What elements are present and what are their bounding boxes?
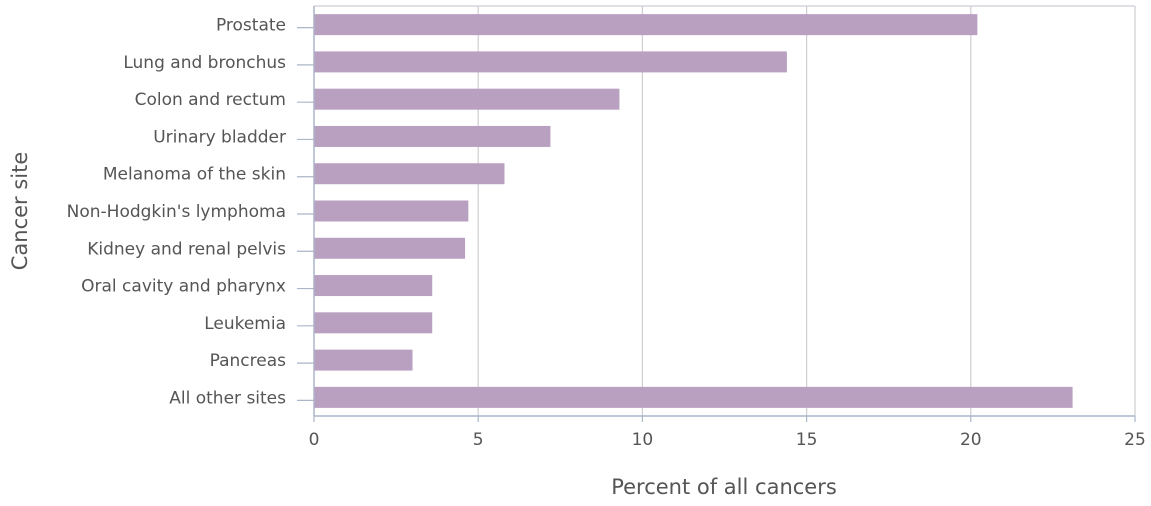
x-axis-title: Percent of all cancers (611, 475, 837, 499)
bars (314, 14, 1073, 408)
bar (314, 275, 433, 297)
category-label: Non-Hodgkin's lymphoma (67, 202, 286, 222)
x-tick-label: 0 (309, 430, 320, 450)
category-label: Urinary bladder (153, 127, 286, 147)
x-tick-label: 5 (473, 430, 484, 450)
category-labels: Prostate Lung and bronchus Colon and rectu… (67, 16, 287, 409)
category-label: Prostate (216, 16, 286, 36)
axes (297, 6, 1136, 422)
category-label: All other sites (169, 388, 286, 408)
bar (314, 125, 551, 147)
grid-lines (313, 5, 1136, 416)
bar (314, 312, 433, 334)
x-tick-label: 10 (632, 430, 654, 450)
bar (314, 163, 505, 185)
bar (314, 386, 1073, 408)
bar (314, 200, 469, 222)
y-axis-title: Cancer site (8, 152, 32, 271)
bar (314, 88, 620, 110)
bar (314, 237, 466, 259)
category-label: Leukemia (204, 314, 286, 334)
x-tick-label: 25 (1124, 430, 1146, 450)
x-tick-labels: 0 5 10 15 20 25 (309, 430, 1146, 450)
bar (314, 349, 413, 371)
category-label: Colon and rectum (135, 90, 286, 110)
category-label: Oral cavity and pharynx (81, 277, 286, 297)
category-label: Melanoma of the skin (103, 165, 286, 185)
bar (314, 14, 978, 36)
x-tick-label: 20 (960, 430, 982, 450)
category-label: Lung and bronchus (123, 53, 286, 73)
category-label: Kidney and renal pelvis (87, 239, 286, 259)
category-label: Pancreas (210, 351, 287, 371)
x-tick-label: 15 (796, 430, 818, 450)
bar (314, 51, 787, 73)
